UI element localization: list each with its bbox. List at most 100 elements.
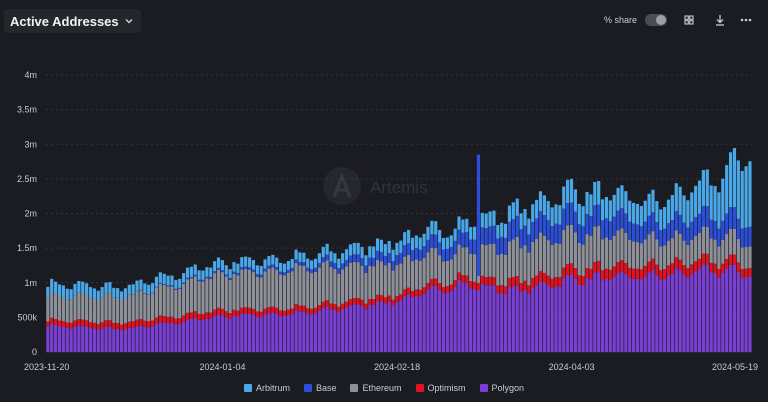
bar-arbitrum <box>694 185 698 218</box>
bar-optimism <box>407 287 411 295</box>
bar-base <box>550 226 554 245</box>
bar-polygon <box>441 293 446 352</box>
legend-item-optimism[interactable]: Optimism <box>415 380 466 396</box>
bar-ethereum <box>193 276 197 312</box>
grid-icon[interactable] <box>682 13 696 27</box>
bar-base <box>503 237 508 255</box>
legend-label: Base <box>315 383 337 393</box>
bar-polygon <box>418 296 422 352</box>
bar-ethereum <box>368 265 372 300</box>
bar-base <box>663 228 667 246</box>
bar-ethereum <box>558 243 562 278</box>
bar-optimism <box>469 281 473 289</box>
share-toggle[interactable] <box>645 14 668 26</box>
bar-optimism <box>158 315 162 323</box>
bar-arbitrum <box>523 209 527 226</box>
bar-base <box>705 206 709 227</box>
bar-optimism <box>441 287 446 294</box>
bar-optimism <box>104 320 108 327</box>
bar-ethereum <box>600 239 605 271</box>
bar-optimism <box>538 271 543 282</box>
bar-optimism <box>612 266 616 277</box>
bar-optimism <box>399 294 403 301</box>
bar-polygon <box>480 283 484 352</box>
bar-base <box>639 226 643 244</box>
bar-optimism <box>189 312 193 319</box>
bar-arbitrum <box>135 280 139 291</box>
bar-arbitrum <box>329 251 333 262</box>
bar-polygon <box>170 322 174 352</box>
bar-polygon <box>717 277 721 352</box>
legend-item-ethereum[interactable]: Ethereum <box>350 380 402 396</box>
bar-ethereum <box>566 225 570 264</box>
bar-arbitrum <box>189 266 193 277</box>
bar-optimism <box>472 281 477 289</box>
bar-arbitrum <box>251 260 256 270</box>
bar-optimism <box>306 308 310 314</box>
bar-polygon <box>713 273 717 352</box>
bar-ethereum <box>147 294 151 322</box>
bar-ethereum <box>391 270 395 300</box>
bar-ethereum <box>441 261 446 287</box>
bar-ethereum <box>616 230 620 263</box>
bar-optimism <box>127 321 131 328</box>
download-icon[interactable] <box>713 13 727 27</box>
bar-ethereum <box>337 273 341 307</box>
bar-base <box>306 267 310 272</box>
bar-optimism <box>302 305 306 312</box>
legend-item-polygon[interactable]: Polygon <box>479 380 525 396</box>
bar-polygon <box>123 329 128 352</box>
bar-arbitrum <box>279 262 283 272</box>
bar-polygon <box>139 325 143 352</box>
bar-arbitrum <box>426 226 430 240</box>
bar-optimism <box>368 299 372 306</box>
bar-optimism <box>224 311 228 318</box>
bar-base <box>628 221 632 240</box>
bar-arbitrum <box>77 281 81 293</box>
bar-arbitrum <box>624 191 628 214</box>
bar-optimism <box>147 321 151 328</box>
bar-ethereum <box>701 226 705 254</box>
bar-optimism <box>503 286 508 295</box>
watermark: Artemis <box>323 167 428 205</box>
bar-ethereum <box>54 293 58 320</box>
bar-ethereum <box>197 281 201 314</box>
bar-ethereum <box>61 296 65 321</box>
bar-optimism <box>624 262 628 274</box>
legend-item-arbitrum[interactable]: Arbitrum <box>243 380 290 396</box>
bar-arbitrum <box>147 284 151 295</box>
bar-ethereum <box>403 256 407 290</box>
bar-polygon <box>73 326 77 352</box>
bar-polygon <box>488 285 492 352</box>
legend-label: Polygon <box>491 383 525 393</box>
bar-arbitrum <box>635 203 640 225</box>
bar-ethereum <box>108 292 112 321</box>
legend-item-base[interactable]: Base <box>303 380 337 396</box>
bar-base <box>542 215 546 236</box>
bar-optimism <box>197 313 201 321</box>
metric-selector[interactable]: Active Addresses <box>4 9 141 33</box>
bar-ethereum <box>492 243 496 278</box>
bar-optimism <box>57 320 62 327</box>
bar-polygon <box>302 311 306 352</box>
bar-arbitrum <box>407 229 411 244</box>
bar-ethereum <box>674 230 678 258</box>
bar-optimism <box>150 320 155 327</box>
bar-base <box>620 208 624 229</box>
bar-ethereum <box>515 236 519 277</box>
bar-arbitrum <box>538 191 543 212</box>
bar-optimism <box>488 276 492 286</box>
bar-optimism <box>573 268 577 279</box>
bar-ethereum <box>480 244 484 276</box>
bar-polygon <box>655 275 659 352</box>
bar-base <box>158 282 162 284</box>
bar-arbitrum <box>519 213 523 230</box>
bar-base <box>600 220 605 240</box>
bar-polygon <box>286 314 290 352</box>
bar-polygon <box>659 279 663 352</box>
bar-polygon <box>375 301 380 352</box>
bar-polygon <box>562 278 566 352</box>
more-icon[interactable] <box>739 13 753 27</box>
bar-arbitrum <box>372 246 376 258</box>
